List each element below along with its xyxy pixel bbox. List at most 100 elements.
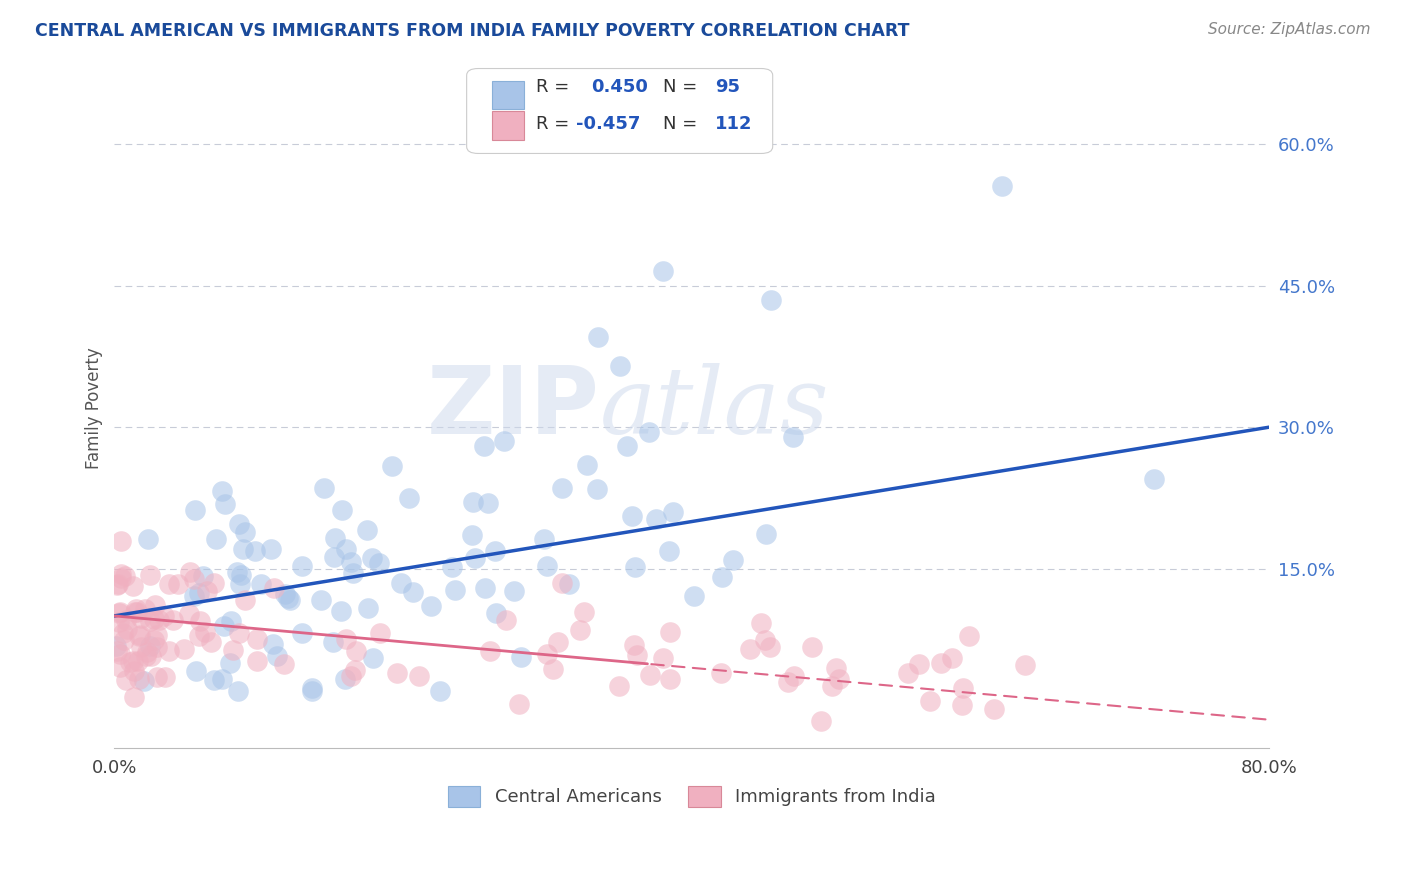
- Text: Source: ZipAtlas.com: Source: ZipAtlas.com: [1208, 22, 1371, 37]
- Point: [228, 516, 250, 531]
- Point: [908, 657, 931, 672]
- Point: [250, 577, 273, 591]
- Text: N =: N =: [664, 115, 703, 133]
- Point: [897, 665, 920, 680]
- Point: [620, 509, 643, 524]
- Point: [547, 634, 569, 648]
- Point: [658, 625, 681, 640]
- Point: [536, 559, 558, 574]
- Point: [761, 293, 783, 307]
- Point: [723, 553, 745, 567]
- Point: [461, 528, 484, 542]
- Point: [219, 615, 242, 629]
- Point: [361, 551, 384, 566]
- Point: [335, 632, 357, 646]
- Point: [1014, 657, 1036, 672]
- Point: [277, 591, 299, 605]
- Point: [508, 697, 530, 711]
- Point: [623, 639, 645, 653]
- Point: [624, 560, 647, 574]
- Point: [330, 503, 353, 517]
- Point: [139, 648, 162, 663]
- Point: [335, 541, 357, 556]
- Point: [134, 602, 156, 616]
- Point: [291, 625, 314, 640]
- Point: [484, 544, 506, 558]
- Point: [759, 640, 782, 655]
- Point: [368, 556, 391, 570]
- Point: [221, 643, 243, 657]
- Point: [129, 640, 152, 654]
- Point: [474, 581, 496, 595]
- Point: [429, 684, 451, 698]
- Point: [186, 664, 208, 678]
- Point: [645, 512, 668, 526]
- Point: [233, 525, 256, 540]
- Point: [135, 645, 157, 659]
- Point: [443, 582, 465, 597]
- Point: [301, 681, 323, 696]
- Point: [381, 459, 404, 474]
- Point: [122, 655, 145, 669]
- Point: [463, 550, 485, 565]
- Point: [110, 660, 132, 674]
- Point: [776, 675, 799, 690]
- Point: [139, 639, 162, 653]
- Point: [825, 661, 848, 675]
- Point: [408, 668, 430, 682]
- Point: [179, 566, 201, 580]
- Point: [385, 666, 408, 681]
- Point: [368, 626, 391, 640]
- Point: [191, 568, 214, 582]
- Point: [122, 690, 145, 705]
- Point: [626, 648, 648, 662]
- Point: [246, 632, 269, 646]
- Point: [551, 481, 574, 495]
- Point: [108, 605, 131, 619]
- Point: [125, 605, 148, 619]
- Point: [503, 584, 526, 599]
- Legend: Central Americans, Immigrants from India: Central Americans, Immigrants from India: [440, 779, 943, 814]
- Point: [179, 607, 201, 622]
- Point: [477, 496, 499, 510]
- Point: [110, 571, 132, 585]
- Text: R =: R =: [536, 78, 575, 95]
- Point: [356, 523, 378, 537]
- Point: [572, 605, 595, 619]
- Point: [950, 698, 973, 712]
- Point: [124, 605, 146, 619]
- Point: [229, 568, 252, 582]
- Text: 0.450: 0.450: [592, 78, 648, 95]
- Text: ZIP: ZIP: [426, 362, 599, 454]
- Point: [274, 587, 297, 601]
- Point: [478, 644, 501, 658]
- FancyBboxPatch shape: [492, 112, 524, 140]
- Point: [312, 482, 335, 496]
- Point: [991, 179, 1014, 194]
- Point: [194, 624, 217, 639]
- Point: [246, 654, 269, 668]
- Point: [112, 625, 135, 640]
- Point: [738, 642, 761, 657]
- Point: [184, 502, 207, 516]
- Point: [143, 598, 166, 612]
- Point: [536, 647, 558, 661]
- Point: [652, 651, 675, 665]
- Point: [129, 627, 152, 641]
- Text: 95: 95: [716, 78, 740, 95]
- Point: [188, 629, 211, 643]
- Point: [245, 543, 267, 558]
- Point: [139, 614, 162, 628]
- Point: [533, 532, 555, 546]
- Point: [398, 491, 420, 506]
- Point: [188, 614, 211, 628]
- Point: [129, 611, 152, 625]
- Point: [344, 663, 367, 677]
- Point: [494, 434, 516, 449]
- Point: [232, 542, 254, 557]
- Point: [214, 619, 236, 633]
- Point: [125, 602, 148, 616]
- Point: [114, 569, 136, 583]
- Point: [607, 679, 630, 693]
- Point: [105, 644, 128, 658]
